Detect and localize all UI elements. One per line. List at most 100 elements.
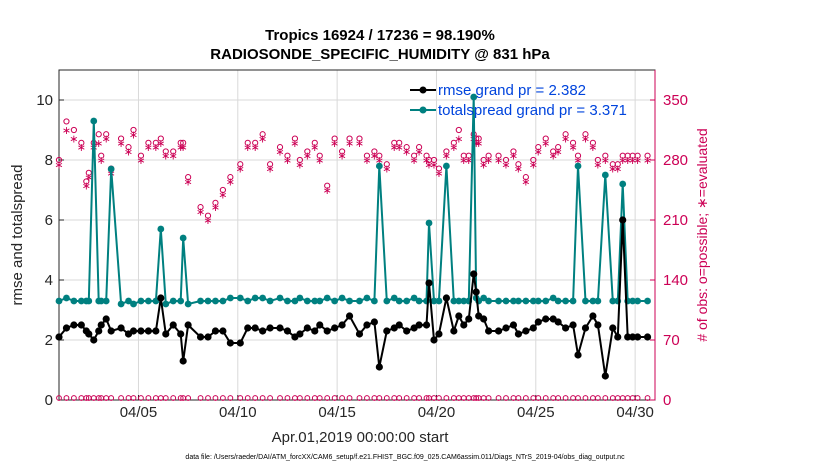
obs-evaluated-point: ∗ bbox=[442, 150, 451, 163]
obs-zero-point bbox=[170, 395, 177, 401]
rmse-point bbox=[470, 270, 478, 278]
rmse-point bbox=[502, 324, 510, 332]
obs-zero-point bbox=[108, 395, 115, 401]
obs-zero-point bbox=[443, 395, 450, 401]
obs-zero-point bbox=[244, 395, 251, 401]
rmse-point bbox=[266, 324, 274, 332]
rmse-point bbox=[485, 327, 493, 335]
rmse-point bbox=[55, 333, 63, 341]
obs-possible-point bbox=[594, 156, 601, 164]
obs-evaluated-point: ∗ bbox=[116, 137, 125, 150]
obs-evaluated-point: ∗ bbox=[82, 180, 91, 193]
obs-evaluated-point: ∗ bbox=[561, 133, 570, 146]
totalspread-point bbox=[375, 162, 383, 170]
obs-evaluated-point: ∗ bbox=[144, 141, 153, 154]
obs-zero-point bbox=[594, 395, 601, 401]
rmse-point bbox=[259, 327, 267, 335]
x-tick-label: 04/10 bbox=[219, 404, 257, 421]
legend-label-rmse: rmse grand pr = 2.382 bbox=[438, 82, 586, 99]
rmse-point bbox=[323, 327, 331, 335]
obs-evaluated-point: ∗ bbox=[258, 133, 267, 146]
obs-zero-point bbox=[56, 395, 62, 401]
rmse-point bbox=[162, 330, 170, 338]
legend-label-spread: totalspread grand pr = 3.371 bbox=[438, 102, 627, 119]
obs-evaluated-point: ∗ bbox=[196, 205, 205, 218]
obs-possible-point bbox=[450, 139, 457, 146]
totalspread-point bbox=[244, 297, 252, 305]
totalspread-point bbox=[515, 297, 522, 305]
rmse-point bbox=[85, 330, 93, 338]
obs-possible-point bbox=[371, 148, 378, 155]
rmse-point bbox=[529, 324, 537, 332]
obs-evaluated-point: ∗ bbox=[129, 128, 138, 141]
y-right-tick-label: 280 bbox=[663, 152, 688, 169]
zero-baseline-markers bbox=[56, 395, 651, 401]
rmse-point bbox=[629, 333, 637, 341]
totalspread-point bbox=[443, 162, 450, 170]
rmse-point bbox=[117, 324, 125, 332]
obs-possible-point bbox=[83, 178, 90, 185]
obs-possible-point bbox=[435, 165, 443, 172]
totalspread-point bbox=[85, 297, 93, 305]
y-right-tick-label: 70 bbox=[663, 332, 680, 349]
rmse-point bbox=[169, 321, 177, 329]
obs-evaluated-point: ∗ bbox=[330, 137, 339, 150]
obs-possible-point bbox=[55, 156, 63, 164]
obs-possible-point bbox=[582, 131, 589, 138]
rmse-point bbox=[494, 327, 503, 335]
rmse-point bbox=[97, 321, 105, 329]
legend-marker-rmse bbox=[419, 86, 427, 94]
obs-evaluated-point: ∗ bbox=[459, 154, 468, 167]
obs-evaluated-point: ∗ bbox=[151, 141, 160, 154]
rmse-point bbox=[226, 339, 234, 347]
rmse-point bbox=[196, 333, 205, 341]
rmse-point bbox=[472, 288, 480, 296]
totalspread-point bbox=[569, 297, 577, 305]
y-tick-label: 0 bbox=[45, 392, 53, 409]
totalspread-point bbox=[90, 117, 98, 125]
chart-title-line1: Tropics 16924 / 17236 = 98.190% bbox=[265, 27, 495, 44]
x-tick-label: 04/25 bbox=[517, 404, 555, 421]
rmse-point bbox=[211, 327, 220, 335]
obs-evaluated-point: ∗ bbox=[303, 150, 312, 163]
obs-evaluated-point: ∗ bbox=[593, 158, 602, 171]
obs-evaluated-point: ∗ bbox=[529, 158, 538, 171]
totalspread-point bbox=[510, 297, 517, 305]
obs-zero-point bbox=[403, 395, 410, 401]
obs-evaluated-point: ∗ bbox=[97, 154, 106, 167]
obs-possible-point bbox=[515, 161, 522, 168]
rmse-point bbox=[395, 321, 403, 329]
obs-evaluated-point: ∗ bbox=[169, 150, 178, 163]
totalspread-point bbox=[338, 294, 346, 302]
obs-evaluated-point: ∗ bbox=[94, 137, 103, 150]
y-right-tick-label: 350 bbox=[663, 92, 688, 109]
obs-zero-point bbox=[644, 395, 651, 401]
rmse-point bbox=[430, 336, 438, 344]
totalspread-point bbox=[529, 297, 537, 305]
totalspread-point bbox=[162, 300, 170, 308]
totalspread-point bbox=[179, 234, 187, 242]
obs-possible-point bbox=[396, 139, 403, 146]
rmse-point bbox=[455, 312, 463, 320]
totalspread-point bbox=[582, 297, 589, 305]
obs-zero-point bbox=[267, 395, 273, 401]
obs-evaluated-point: ∗ bbox=[315, 154, 324, 167]
obs-evaluated-point: ∗ bbox=[434, 167, 443, 180]
totalspread-point bbox=[323, 294, 331, 302]
obs-evaluated-point: ∗ bbox=[370, 150, 379, 163]
rmse-point bbox=[370, 318, 378, 326]
obs-evaluated-point: ∗ bbox=[608, 163, 617, 176]
rmse-point bbox=[219, 327, 227, 335]
totalspread-point bbox=[316, 297, 324, 305]
rmse-point bbox=[554, 318, 562, 326]
obs-evaluated-point: ∗ bbox=[623, 154, 632, 167]
totalspread-point bbox=[395, 297, 403, 305]
obs-evaluated-point: ∗ bbox=[290, 137, 299, 150]
obs-zero-point bbox=[83, 395, 90, 401]
obs-possible-point bbox=[569, 139, 577, 146]
obs-evaluated-point: ∗ bbox=[69, 133, 78, 146]
obs-zero-point bbox=[277, 395, 283, 401]
obs-evaluated-point: ∗ bbox=[251, 141, 260, 154]
rmse-point bbox=[403, 327, 411, 335]
obs-zero-point bbox=[634, 395, 641, 401]
